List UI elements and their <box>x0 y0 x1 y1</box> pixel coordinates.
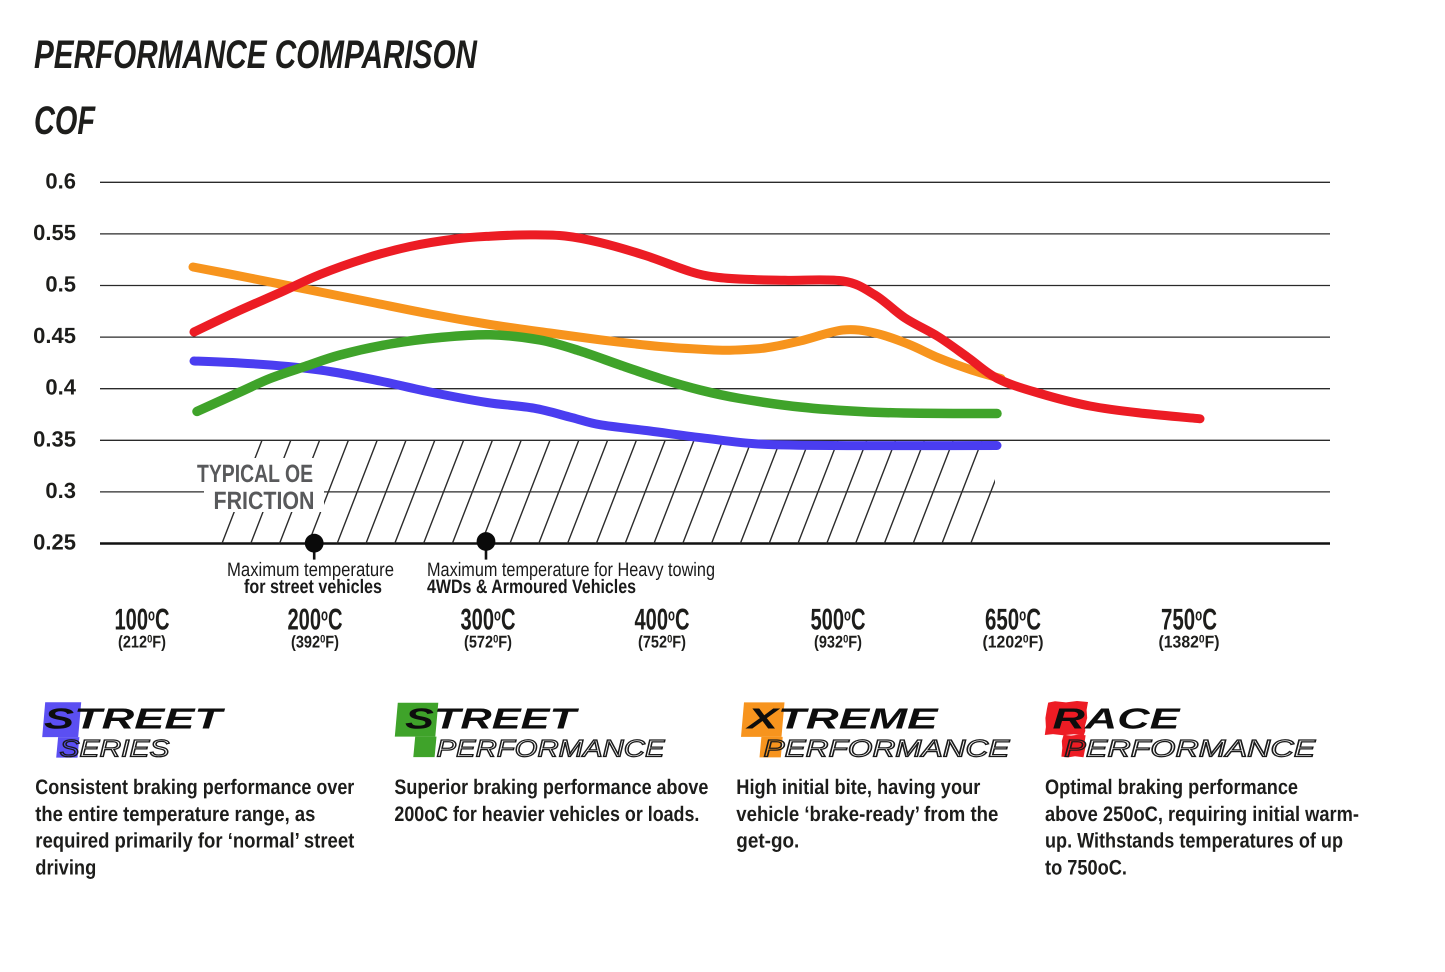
svg-text:0.25: 0.25 <box>33 530 76 555</box>
svg-text:up. Withstands temperatures of: up. Withstands temperatures of up <box>1045 830 1343 853</box>
svg-text:(2120F): (2120F) <box>118 633 166 652</box>
svg-text:(7520F): (7520F) <box>638 633 686 652</box>
svg-text:above 250oC, requiring initial: above 250oC, requiring initial warm- <box>1045 803 1359 826</box>
svg-text:(3920F): (3920F) <box>291 633 339 652</box>
svg-text:vehicle ‘brake-ready’ from the: vehicle ‘brake-ready’ from the <box>736 803 998 826</box>
svg-text:to 750oC.: to 750oC. <box>1045 856 1127 879</box>
svg-text:0.4: 0.4 <box>45 375 76 400</box>
svg-text:FRICTION: FRICTION <box>214 487 315 515</box>
svg-text:COF: COF <box>34 99 96 143</box>
svg-text:200oC for heavier vehicles or: 200oC for heavier vehicles or loads. <box>394 803 699 826</box>
svg-text:(5720F): (5720F) <box>464 633 512 652</box>
svg-text:0.5: 0.5 <box>45 272 76 297</box>
svg-text:PERFORMANCE: PERFORMANCE <box>1064 736 1316 763</box>
svg-text:for street vehicles: for street vehicles <box>244 576 382 598</box>
svg-text:SERIES: SERIES <box>60 736 170 763</box>
svg-text:Maximum temperature for Heavy: Maximum temperature for Heavy towing <box>427 559 715 581</box>
svg-text:750oC: 750oC <box>1161 604 1217 637</box>
svg-text:0.6: 0.6 <box>45 168 76 193</box>
svg-text:PERFORMANCE: PERFORMANCE <box>764 736 1011 763</box>
svg-text:4WDs & Armoured Vehicles: 4WDs & Armoured Vehicles <box>427 576 636 598</box>
svg-text:XTREME: XTREME <box>744 704 940 736</box>
svg-text:RACE: RACE <box>1053 704 1183 736</box>
svg-text:0.45: 0.45 <box>33 323 76 348</box>
svg-text:required primarily for ‘normal: required primarily for ‘normal’ street <box>35 830 354 853</box>
svg-text:driving: driving <box>35 856 96 879</box>
svg-text:Superior braking performance a: Superior braking performance above <box>394 776 708 799</box>
svg-text:(9320F): (9320F) <box>814 633 862 652</box>
svg-text:0.55: 0.55 <box>33 220 76 245</box>
svg-text:400oC: 400oC <box>635 604 690 637</box>
svg-text:High initial bite, having your: High initial bite, having your <box>736 776 980 799</box>
svg-text:Consistent braking performance: Consistent braking performance over <box>35 776 354 799</box>
svg-text:PERFORMANCE: PERFORMANCE <box>437 736 666 763</box>
svg-text:650oC: 650oC <box>985 604 1041 637</box>
svg-text:the entire temperature range,: the entire temperature range, as <box>35 803 315 826</box>
svg-text:TYPICAL OE: TYPICAL OE <box>197 460 313 488</box>
svg-text:200oC: 200oC <box>288 604 343 637</box>
svg-text:100oC: 100oC <box>115 604 170 637</box>
svg-text:0.3: 0.3 <box>45 478 76 503</box>
svg-text:300oC: 300oC <box>461 604 516 637</box>
svg-text:Optimal braking performance: Optimal braking performance <box>1045 776 1298 799</box>
svg-text:STREET: STREET <box>44 704 226 736</box>
svg-text:PERFORMANCE COMPARISON: PERFORMANCE COMPARISON <box>34 33 478 77</box>
svg-text:(13820F): (13820F) <box>1159 633 1220 652</box>
svg-text:0.35: 0.35 <box>33 426 76 451</box>
svg-text:500oC: 500oC <box>811 604 866 637</box>
svg-text:STREET: STREET <box>405 704 579 736</box>
svg-text:Maximum temperature: Maximum temperature <box>227 559 394 581</box>
svg-text:(12020F): (12020F) <box>983 633 1044 652</box>
svg-text:get-go.: get-go. <box>736 830 799 853</box>
